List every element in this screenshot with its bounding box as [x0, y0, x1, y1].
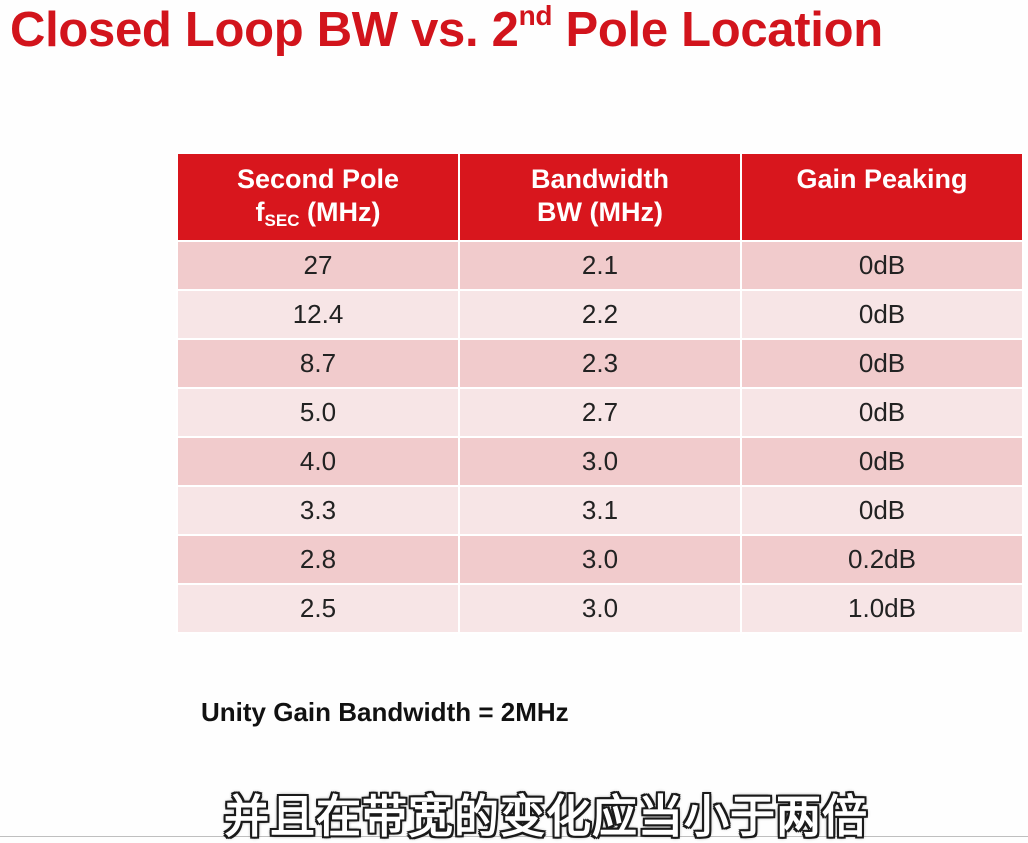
cell-gain-peaking: 0dB	[740, 485, 1024, 536]
table-row: 2.8 3.0 0.2dB	[176, 534, 1024, 585]
header-line2-main: f	[255, 197, 265, 227]
cell-gain-peaking: 0dB	[740, 240, 1024, 291]
cell-bandwidth: 3.0	[458, 436, 742, 487]
header-line1: Second Pole	[236, 164, 400, 194]
cell-second-pole: 27	[176, 240, 460, 291]
cell-gain-peaking: 1.0dB	[740, 583, 1024, 634]
cell-second-pole: 2.8	[176, 534, 460, 585]
table-row: 8.7 2.3 0dB	[176, 338, 1024, 389]
cell-gain-peaking: 0.2dB	[740, 534, 1024, 585]
header-gain-peaking: Gain Peaking	[740, 152, 1024, 242]
header-line2-main: BW (MHz)	[537, 197, 663, 227]
title-tail: Pole Location	[552, 3, 883, 57]
cell-second-pole: 12.4	[176, 289, 460, 340]
header-line1: Bandwidth	[531, 164, 669, 194]
table-row: 12.4 2.2 0dB	[176, 289, 1024, 340]
cell-second-pole: 4.0	[176, 436, 460, 487]
cell-bandwidth: 2.2	[458, 289, 742, 340]
header-bandwidth: Bandwidth BW (MHz)	[458, 152, 742, 242]
cell-bandwidth: 2.1	[458, 240, 742, 291]
cell-second-pole: 8.7	[176, 338, 460, 389]
cell-bandwidth: 2.3	[458, 338, 742, 389]
cell-second-pole: 3.3	[176, 485, 460, 536]
header-line1: Gain Peaking	[796, 164, 968, 194]
cell-bandwidth: 3.0	[458, 534, 742, 585]
table-row: 3.3 3.1 0dB	[176, 485, 1024, 536]
cell-bandwidth: 2.7	[458, 387, 742, 438]
unity-gain-note: Unity Gain Bandwidth = 2MHz	[201, 697, 569, 727]
title-superscript: nd	[518, 0, 553, 31]
table-row: 27 2.1 0dB	[176, 240, 1024, 291]
video-subtitle-caption: 并且在带宽的变化应当小于两倍	[224, 790, 869, 843]
cell-gain-peaking: 0dB	[740, 387, 1024, 438]
pole-bandwidth-table: Second Pole fSEC (MHz) Bandwidth BW (MHz…	[176, 152, 1024, 634]
slide-title: Closed Loop BW vs. 2nd Pole Location	[10, 0, 883, 58]
cell-gain-peaking: 0dB	[740, 436, 1024, 487]
cell-second-pole: 5.0	[176, 387, 460, 438]
title-main: Closed Loop BW vs. 2	[10, 3, 519, 57]
cell-bandwidth: 3.0	[458, 583, 742, 634]
cell-gain-peaking: 0dB	[740, 289, 1024, 340]
table-row: 2.5 3.0 1.0dB	[176, 583, 1024, 634]
table-row: 4.0 3.0 0dB	[176, 436, 1024, 487]
bottom-divider	[0, 836, 1028, 837]
header-line2-tail: (MHz)	[299, 197, 381, 227]
table-header-row: Second Pole fSEC (MHz) Bandwidth BW (MHz…	[176, 152, 1024, 242]
header-line2-sub: SEC	[264, 211, 300, 230]
table-row: 5.0 2.7 0dB	[176, 387, 1024, 438]
header-second-pole: Second Pole fSEC (MHz)	[176, 152, 460, 242]
cell-gain-peaking: 0dB	[740, 338, 1024, 389]
cell-second-pole: 2.5	[176, 583, 460, 634]
cell-bandwidth: 3.1	[458, 485, 742, 536]
